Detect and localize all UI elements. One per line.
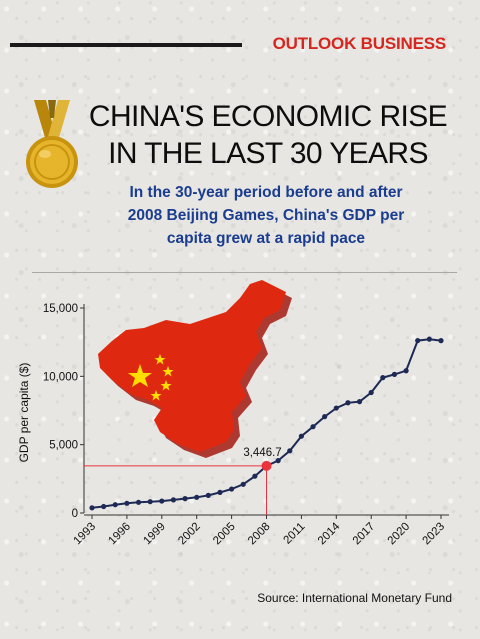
data-point [438, 338, 444, 344]
data-point [403, 368, 409, 374]
x-tick-label: 2011 [282, 521, 308, 547]
data-point [89, 505, 95, 511]
x-tick-label: 2008 [246, 521, 273, 548]
data-point [101, 503, 107, 510]
x-tick-label: 2023 [421, 521, 448, 548]
y-tick-label: 5,000 [49, 440, 78, 452]
data-point [194, 494, 200, 500]
data-point [205, 492, 211, 498]
data-point [322, 414, 328, 420]
header-rule [10, 43, 242, 47]
data-point [217, 489, 223, 495]
x-tick-label: 2017 [351, 521, 378, 548]
subtitle: In the 30-year period before and after 2… [110, 181, 422, 250]
x-tick-label: 1999 [141, 521, 168, 548]
data-point [112, 502, 118, 508]
data-point [147, 499, 153, 505]
data-point [380, 375, 386, 381]
data-point [287, 448, 293, 454]
data-point [240, 481, 246, 487]
page-title: CHINA'S ECONOMIC RISE IN THE LAST 30 YEA… [88, 98, 448, 172]
china-flag-map-icon [98, 280, 292, 458]
data-point [182, 496, 188, 502]
gold-medal-icon [26, 100, 78, 188]
title-line-2: IN THE LAST 30 YEARS [108, 137, 428, 170]
chart-marks [84, 336, 444, 515]
data-point [356, 399, 363, 405]
source-note: Source: International Monetary Fund [257, 591, 452, 605]
y-tick-label: 15,000 [43, 303, 78, 315]
y-tick-label: 10,000 [43, 371, 78, 383]
data-point [415, 337, 421, 344]
data-point [310, 424, 316, 430]
x-tick-label: 1996 [106, 521, 133, 548]
data-point [229, 486, 235, 492]
y-axis-label: GDP per capita ($) [17, 363, 31, 463]
data-point [298, 433, 304, 439]
y-tick-label: 0 [72, 508, 78, 520]
x-tick-label: 2002 [176, 521, 203, 548]
section-divider [32, 272, 457, 273]
data-point [170, 497, 177, 503]
brand-logo-text: OUTLOOK BUSINESS [272, 34, 447, 53]
x-tick-label: 1993 [72, 521, 99, 548]
data-point [252, 473, 258, 479]
data-point [159, 498, 165, 504]
x-tick-label: 2020 [386, 521, 413, 548]
x-tick-label: 2014 [316, 520, 343, 547]
data-point [368, 389, 374, 396]
data-point [124, 500, 130, 506]
data-point [135, 499, 142, 505]
data-point [275, 458, 281, 464]
subtitle-line-2: 2008 Beijing Games, China's GDP per [127, 207, 405, 224]
data-point [345, 400, 351, 406]
data-point [426, 336, 432, 342]
subtitle-line-1: In the 30-year period before and after [129, 184, 403, 201]
data-point [391, 371, 398, 377]
title-line-1: CHINA'S ECONOMIC RISE [88, 100, 448, 133]
highlight-point [261, 460, 272, 471]
gdp-line-chart: 0 5,000 10,000 15,000 GDP per capita ($) 1993… [17, 280, 449, 548]
x-tick-label: 2005 [211, 521, 238, 548]
data-point [333, 405, 339, 411]
subtitle-line-3: capita grew at a rapid pace [166, 230, 366, 247]
highlight-label: 3,446.7 [243, 447, 281, 459]
